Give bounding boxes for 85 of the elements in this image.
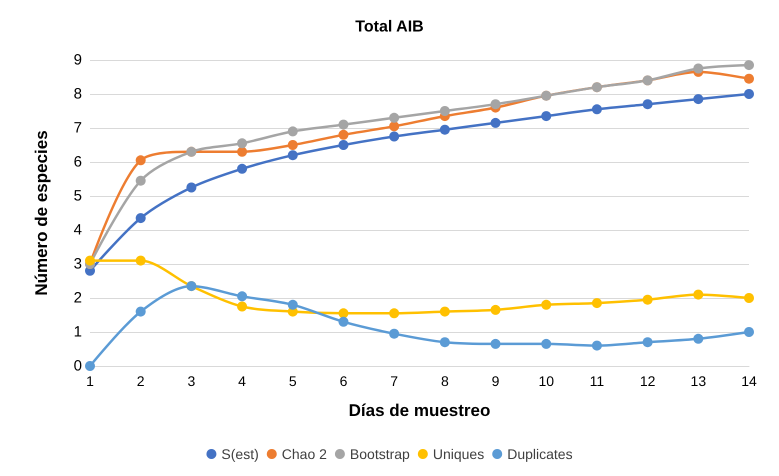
x-tick-label: 6 — [340, 373, 348, 389]
point — [592, 340, 602, 351]
y-tick-label: 7 — [74, 120, 82, 136]
point — [440, 306, 450, 317]
point — [541, 111, 552, 122]
point — [338, 130, 348, 140]
point — [490, 118, 501, 128]
point — [186, 182, 196, 192]
point — [490, 304, 501, 315]
point — [744, 327, 754, 337]
x-tick-label: 5 — [288, 373, 297, 389]
point — [490, 99, 501, 110]
legend-label: S(est) — [221, 446, 259, 462]
y-tick-label: 5 — [74, 188, 82, 204]
y-tick-label: 0 — [74, 358, 82, 374]
x-tick-label: 11 — [590, 373, 604, 389]
legend-label: Bootstrap — [350, 446, 410, 462]
point — [338, 308, 348, 318]
point — [744, 60, 754, 70]
y-tick-label: 3 — [74, 256, 82, 272]
legend-label: Uniques — [432, 446, 484, 462]
point — [490, 338, 501, 349]
point — [85, 361, 95, 371]
point — [288, 140, 298, 150]
y-tick-label: 9 — [74, 52, 82, 68]
point — [237, 164, 248, 174]
point — [744, 89, 754, 99]
point — [744, 74, 754, 84]
x-tick-label: 1 — [86, 373, 94, 389]
point — [541, 338, 552, 349]
y-tick-label: 4 — [74, 222, 82, 238]
point — [288, 126, 298, 136]
point — [136, 176, 146, 186]
x-tick-label: 4 — [238, 373, 246, 389]
point — [744, 293, 754, 303]
point — [288, 150, 298, 160]
x-tick-label: 13 — [690, 373, 706, 389]
point — [440, 124, 450, 135]
x-tick-label: 8 — [440, 373, 449, 389]
point — [237, 291, 248, 302]
point — [389, 308, 400, 318]
x-tick-label: 2 — [136, 373, 145, 389]
point — [693, 334, 704, 344]
point — [136, 155, 146, 166]
x-axis-title: Días de muestreo — [348, 401, 490, 420]
point — [389, 121, 400, 132]
point — [642, 294, 653, 305]
x-tick-label: 3 — [187, 373, 196, 389]
point — [541, 300, 552, 310]
point — [136, 213, 146, 224]
point — [338, 140, 348, 150]
point — [693, 290, 704, 300]
point — [237, 146, 248, 157]
point — [338, 316, 348, 327]
point — [237, 138, 248, 148]
point — [389, 112, 400, 123]
point — [693, 94, 704, 104]
point — [592, 104, 602, 114]
point — [693, 64, 704, 74]
point — [440, 106, 450, 116]
point — [642, 99, 653, 110]
chart-title: Total AIB — [355, 18, 424, 36]
point — [338, 120, 348, 130]
y-axis-title: Número de especies — [32, 130, 51, 296]
point — [642, 337, 653, 348]
x-tick-label: 10 — [538, 373, 554, 389]
point — [136, 256, 146, 266]
point — [85, 256, 95, 266]
x-tick-label: 9 — [492, 373, 500, 389]
point — [440, 337, 450, 348]
y-tick-label: 8 — [74, 86, 82, 102]
x-tick-label: 14 — [741, 373, 757, 389]
point — [136, 306, 146, 317]
x-tick-label: 12 — [640, 373, 656, 389]
point — [592, 298, 602, 308]
point — [389, 132, 400, 142]
legend-label: Duplicates — [507, 446, 573, 462]
point — [389, 328, 400, 339]
x-tick-label: 7 — [390, 373, 398, 389]
y-tick-label: 1 — [74, 324, 82, 340]
y-tick-label: 2 — [74, 290, 82, 306]
legend-label: Chao 2 — [282, 446, 328, 462]
y-tick-label: 6 — [74, 154, 82, 170]
point — [288, 300, 298, 310]
point — [237, 302, 248, 312]
